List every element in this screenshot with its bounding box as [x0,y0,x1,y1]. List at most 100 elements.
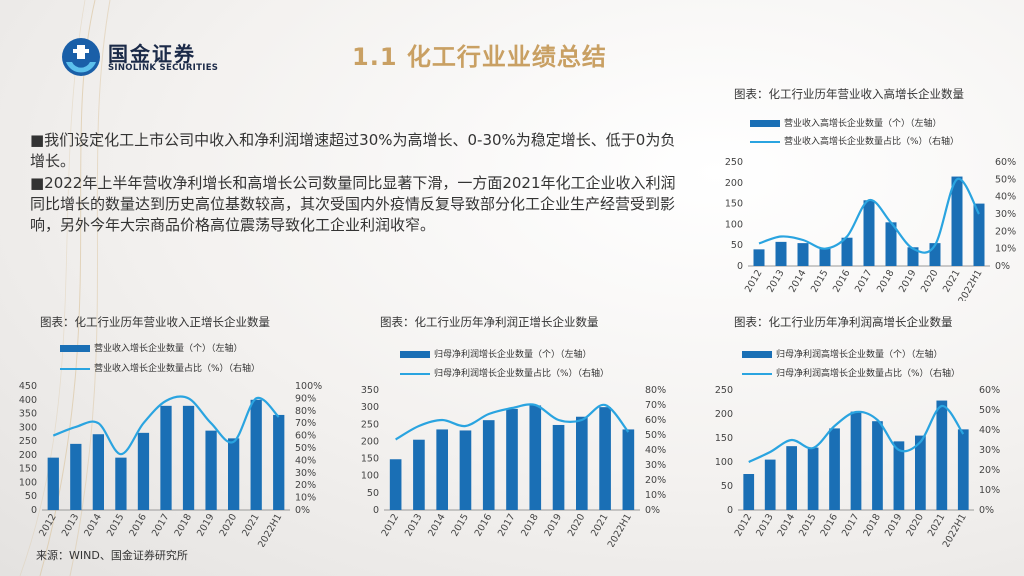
y-right-tick-label: 80% [295,406,316,417]
x-tick-label: 2012 [37,512,59,538]
y-left-tick-label: 300 [361,402,379,413]
bar [743,474,755,510]
series-line [758,177,980,254]
bar [228,438,240,510]
bar [957,429,969,510]
x-tick-label: 2016 [819,512,841,538]
y-left-tick-label: 50 [721,481,733,492]
x-tick-label: 2019 [897,268,919,294]
bar [482,420,495,510]
y-left-tick-label: 200 [725,178,743,189]
y-left-tick-label: 100 [19,477,37,488]
series-line [52,395,280,456]
x-tick-label: 2014 [82,512,104,538]
y-left-tick-label: 200 [19,450,37,461]
legend-label: 归母净利润增长企业数量（个）（左轴） [434,350,592,360]
logo-chinese-name: 国金证券 [108,42,196,66]
y-left-tick-label: 200 [715,409,733,420]
x-tick-label: 2021 [941,268,963,294]
bar [807,447,819,510]
source-note: 来源：WIND、国金证券研究所 [36,549,188,562]
chart-plot: 0 50 100 150 200 250 300 350 400 450 0%10% 20%30% 40… [19,382,322,547]
y-left-tick-label: 250 [725,157,743,168]
y-left-tick-label: 300 [19,422,37,433]
chart-plot: 0 50 100 150 200 250 300 350 0% 10% 20% 30% 40% 50% 60… [361,385,666,547]
bar [47,457,59,510]
bar [850,411,862,510]
y-left-tick-label: 150 [361,454,379,465]
y-right-tick-label: 0% [979,505,994,516]
x-tick-label: 2014 [426,512,448,538]
bar [786,446,797,510]
x-tick-label: 2015 [797,512,819,538]
x-tick-label: 2012 [743,268,765,294]
y-right-tick-label: 20% [295,480,316,491]
bar [552,424,565,510]
bar [872,421,883,510]
y-right-tick-label: 30% [645,460,666,471]
page-title: 1.1 化工行业业绩总结 [352,43,607,71]
bar [915,435,926,510]
bar [436,429,448,510]
bar [764,459,776,510]
y-right-tick-label: 60% [979,385,1000,396]
x-tick-label: 2017 [840,512,862,538]
y-right-tick-label: 20% [995,226,1016,237]
bar [775,241,787,266]
y-right-tick-label: 10% [295,493,316,504]
legend-bar-swatch [60,345,90,352]
y-left-tick-label: 350 [19,409,37,420]
y-right-tick-label: 10% [995,244,1016,255]
legend-bar-swatch [400,351,430,358]
legend-line-swatch [400,372,430,375]
bullet-list: ■我们设定化工上市公司中收入和净利润增速超过30%为高增长、0-30%为稳定增长… [30,130,680,237]
legend-label: 营业收入增长企业数量占比（%）（右轴） [94,364,261,374]
x-tick-label: 2019 [543,512,565,538]
legend-line-swatch [60,367,90,370]
bar [863,200,875,266]
bullet-item: ■2022年上半年营收净利增长和高增长公司数量同比显著下滑，一方面2021年化工… [30,174,676,234]
x-tick-label: 2020 [919,268,941,294]
y-right-tick-label: 100% [295,382,322,392]
x-tick-label: 2012 [380,512,402,538]
y-right-tick-label: 30% [995,209,1016,220]
y-left-tick-label: 0 [31,505,37,516]
y-right-tick-label: 60% [645,415,666,426]
legend-label: 归母净利润高增长企业数量（个）（左轴） [776,350,943,360]
x-tick-label: 2020 [218,512,240,538]
chart-revenue-positive-growth: 图表：化工行业历年营业收入正增长企业数量 营业收入增长企业数量（个）（左轴） 营… [0,312,330,547]
bar [622,429,635,510]
y-left-tick-label: 150 [725,199,743,210]
y-right-tick-label: 0% [645,505,660,516]
y-left-tick-label: 100 [715,457,733,468]
bar [599,407,611,510]
x-tick-label: 2018 [861,512,883,538]
y-left-tick-label: 150 [19,464,37,475]
bar [92,434,104,510]
y-right-tick-label: 20% [979,465,1000,476]
bar [529,405,542,510]
y-right-tick-label: 50% [979,405,1000,416]
y-right-tick-label: 80% [645,385,666,396]
x-tick-label: 2019 [883,512,905,538]
legend-line-swatch [742,372,772,375]
chart-revenue-high-growth: 图表：化工行业历年营业收入高增长企业数量 营业收入高增长企业数量（个）（左轴） … [720,86,1020,301]
y-left-tick-label: 400 [19,395,37,406]
x-tick-label: 2018 [519,512,541,538]
legend-line-swatch [750,140,780,143]
x-tick-label: 2016 [127,512,149,538]
legend-bar-swatch [750,120,780,127]
x-tick-label: 2016 [473,512,495,538]
y-left-tick-label: 450 [19,382,37,392]
x-tick-label: 2021 [926,512,948,538]
x-tick-label: 2015 [809,268,831,294]
x-tick-label: 2021 [240,512,262,538]
series-line [395,403,630,441]
logo-english-name: SINOLINK SECURITIES [108,63,219,73]
bar [413,439,425,510]
legend-label: 营业收入高增长企业数量（个）（左轴） [784,119,942,129]
y-left-tick-label: 200 [361,436,379,447]
y-right-tick-label: 70% [645,400,666,411]
